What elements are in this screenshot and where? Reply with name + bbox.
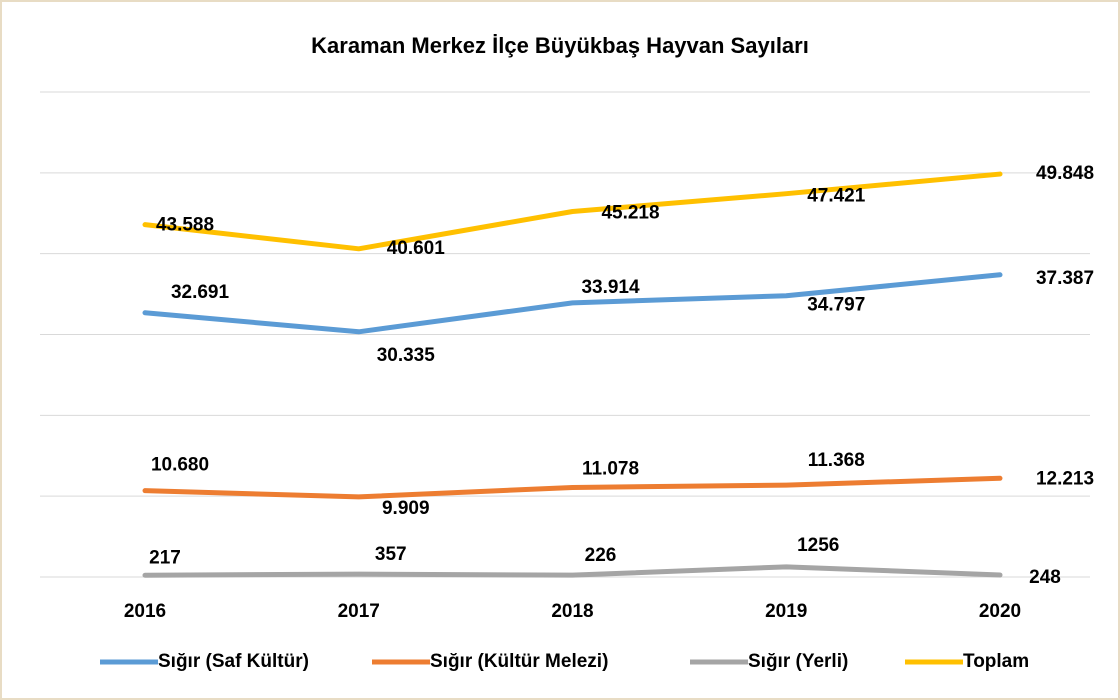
data-label: 45.218 [601,203,659,224]
data-label: 357 [375,544,407,565]
data-label: 217 [149,547,181,568]
legend-label: Sığır (Yerli) [748,651,848,672]
data-label: 43.588 [156,215,214,236]
series-line [142,475,1003,500]
data-label: 10.680 [151,455,209,476]
data-label: 47.421 [807,186,866,207]
data-label: 37.387 [1036,268,1094,289]
data-label: 33.914 [581,277,640,298]
data-label: 34.797 [807,295,865,316]
data-label: 226 [585,545,617,566]
legend-label: Toplam [963,651,1029,672]
x-tick-label: 2018 [551,601,593,622]
x-tick-label: 2019 [765,601,807,622]
data-label: 11.368 [808,450,865,471]
series-line [142,171,1003,252]
data-label: 49.848 [1036,163,1094,184]
data-label: 12.213 [1036,468,1094,489]
data-label: 32.691 [171,282,230,303]
x-tick-label: 2016 [124,601,166,622]
legend-label: Sığır (Saf Kültür) [158,651,309,672]
data-label: 9.909 [382,498,430,519]
series-line [142,272,1003,335]
data-label: 248 [1029,567,1061,588]
chart-title: Karaman Merkez İlçe Büyükbaş Hayvan Sayı… [311,33,809,58]
series-line [142,564,1003,578]
legend-label: Sığır (Kültür Melezi) [430,651,608,672]
data-label: 11.078 [582,458,639,479]
data-label: 40.601 [387,238,446,259]
x-tick-label: 2020 [979,601,1021,622]
data-label: 30.335 [377,345,436,366]
data-label: 1256 [797,535,839,556]
x-tick-label: 2017 [338,601,380,622]
